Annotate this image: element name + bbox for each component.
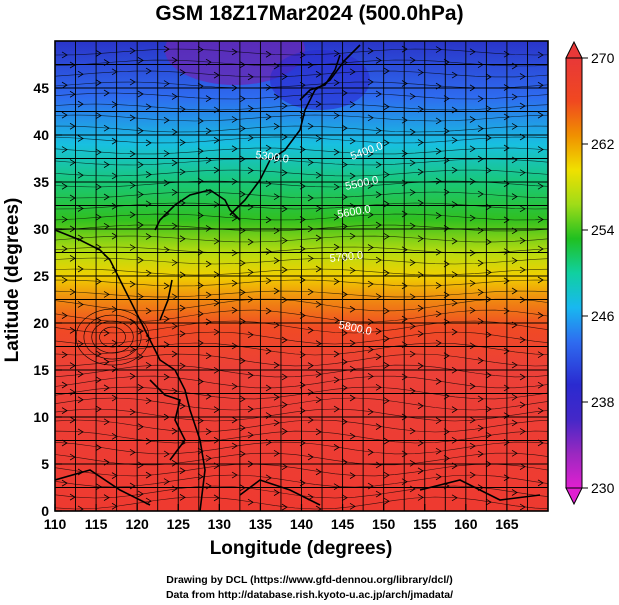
y-tick-label: 40 — [33, 127, 49, 143]
contour-label: 5700.0 — [329, 250, 364, 265]
y-tick-label: 10 — [33, 409, 49, 425]
y-axis-ticks: 0 5 10 15 20 25 30 35 40 45 — [33, 80, 62, 519]
y-tick-label: 0 — [41, 503, 49, 519]
y-tick-label: 35 — [33, 174, 49, 190]
x-tick-label: 150 — [372, 516, 396, 532]
plot-title: GSM 18Z17Mar2024 (500.0hPa) — [155, 2, 464, 25]
x-tick-label: 135 — [249, 516, 273, 532]
x-tick-label: 120 — [125, 516, 149, 532]
colorbar: 230 238 246 254 262 270 — [565, 40, 615, 506]
y-tick-label: 15 — [33, 362, 49, 378]
x-axis-label: Longitude (degrees) — [209, 538, 393, 559]
credit-drawing: Drawing by DCL (https://www.gfd-dennou.o… — [166, 574, 453, 586]
x-tick-label: 140 — [290, 516, 314, 532]
colorbar-tick-label: 230 — [591, 480, 615, 496]
y-tick-label: 25 — [33, 268, 49, 284]
credit-data-source: Data from http://database.rish.kyoto-u.a… — [165, 589, 454, 601]
colorbar-tick-label: 262 — [591, 136, 615, 152]
y-tick-label: 45 — [33, 80, 49, 96]
x-tick-label: 125 — [167, 516, 191, 532]
contour-label: 5300.0 — [255, 149, 290, 166]
colorbar-tick-label: 254 — [591, 222, 615, 238]
graticule — [55, 41, 548, 511]
colorbar-min-arrow — [565, 487, 583, 506]
contour-label: 5600.0 — [336, 203, 371, 221]
coastlines — [55, 44, 541, 511]
colorbar-scale — [565, 57, 583, 489]
cold-core-region — [165, 41, 305, 85]
y-tick-label: 20 — [33, 315, 49, 331]
x-tick-label: 130 — [208, 516, 232, 532]
y-tick-label: 30 — [33, 221, 49, 237]
y-tick-label: 5 — [41, 456, 49, 472]
x-tick-label: 155 — [413, 516, 437, 532]
x-tick-label: 115 — [85, 516, 108, 532]
x-tick-label: 145 — [331, 516, 355, 532]
x-tick-label: 165 — [495, 516, 519, 532]
x-tick-label: 160 — [454, 516, 478, 532]
colorbar-tick-label: 246 — [591, 308, 615, 324]
x-axis-ticks: 110 115 120 125 130 135 140 145 150 155 160 165 — [44, 504, 519, 532]
colorbar-ticks: 230 238 246 254 262 270 — [582, 50, 615, 496]
colorbar-tick-label: 238 — [591, 394, 615, 410]
x-tick-label: 110 — [44, 516, 67, 532]
colorbar-tick-label: 270 — [591, 50, 615, 66]
colorbar-max-arrow — [565, 40, 583, 59]
